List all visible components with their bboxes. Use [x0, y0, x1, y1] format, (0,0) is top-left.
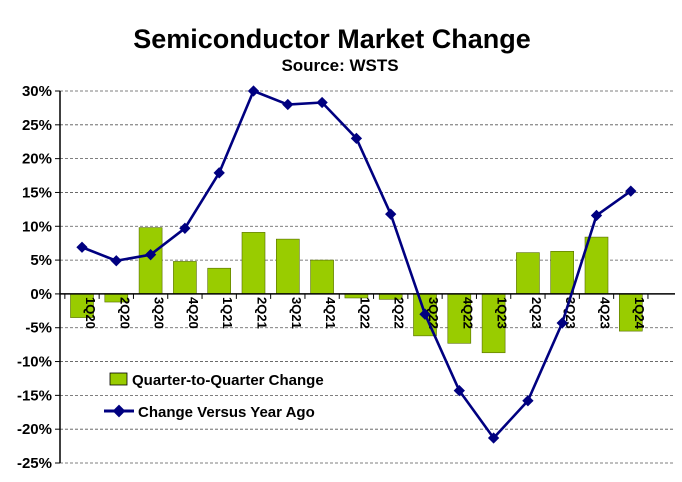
line-point: [282, 98, 294, 111]
gridlines: [55, 90, 675, 464]
legend-label-line: Change Versus Year Ago: [138, 404, 315, 421]
x-tick-label: 2Q21: [255, 297, 270, 329]
line-series: [76, 85, 637, 444]
y-tick-label: -25%: [17, 455, 52, 472]
x-tick-label: 4Q20: [186, 297, 201, 329]
x-tick-label: 1Q24: [632, 297, 647, 330]
legend: Quarter-to-Quarter Change Change Versus …: [104, 372, 324, 421]
y-tick-label: -20%: [17, 421, 52, 438]
x-tick-label: 4Q21: [323, 297, 338, 329]
y-tick-label: 15%: [22, 184, 52, 201]
bar: [207, 267, 231, 295]
bar: [138, 227, 163, 295]
x-tick-labels: 1Q20 2Q20 3Q20 4Q20 1Q21 2Q21 3Q21 4Q21 1Q22 2Q22…: [83, 297, 647, 330]
line-point: [625, 185, 637, 197]
line-point: [144, 249, 157, 261]
legend-label-bar: Quarter-to-Quarter Change: [132, 372, 324, 389]
y-tick-label: -5%: [25, 320, 52, 337]
y-tick-label: -15%: [17, 387, 52, 404]
bar: [516, 252, 540, 295]
bar-series: [70, 227, 643, 354]
line-point: [487, 432, 500, 444]
bar: [584, 236, 609, 295]
x-tick-label: 2Q20: [117, 297, 132, 329]
y-tick-label: 30%: [22, 83, 52, 100]
legend-swatch-bar: [109, 372, 128, 386]
line-point: [385, 208, 397, 220]
x-tick-label: 1Q22: [357, 297, 372, 329]
y-tick-label: 10%: [22, 218, 52, 235]
x-tick-label: 1Q23: [495, 297, 510, 329]
bar: [241, 232, 266, 295]
x-tick-label: 1Q21: [220, 297, 235, 329]
line-point: [110, 255, 122, 267]
chart-title: Semiconductor Market Change: [133, 24, 531, 54]
x-tick-label: 3Q21: [289, 297, 304, 329]
x-tick-label: 3Q22: [426, 297, 441, 329]
y-tick-labels: 30% 25% 20% 15% 10% 5% 0% -5% -10% -15% -20% -25%: [17, 83, 52, 472]
line-point: [179, 222, 191, 234]
line-point: [76, 241, 88, 253]
line-point: [213, 167, 225, 179]
line-point: [247, 85, 260, 97]
x-tick-label: 4Q23: [598, 297, 613, 329]
x-tick-label: 1Q20: [83, 297, 98, 329]
line-point: [556, 317, 568, 329]
line-point: [590, 209, 603, 222]
x-tick-label: 2Q22: [392, 297, 407, 329]
bar: [310, 259, 334, 295]
legend-swatch-marker: [112, 404, 126, 418]
line-point: [350, 132, 363, 145]
bar: [275, 238, 300, 295]
y-tick-label: 25%: [22, 117, 52, 134]
x-tick-label: 3Q20: [152, 297, 167, 329]
y-tick-label: 0%: [30, 286, 52, 303]
y-tick-label: 5%: [30, 252, 52, 269]
bar: [550, 250, 575, 295]
x-tick-label: 2Q23: [529, 297, 544, 329]
y-tick-label: -10%: [17, 354, 52, 371]
line-point: [522, 395, 534, 407]
x-tick-label: 4Q22: [460, 297, 475, 329]
line-point: [453, 384, 465, 397]
bar: [173, 261, 197, 295]
chart-subtitle: Source: WSTS: [281, 56, 398, 75]
line-point: [419, 308, 431, 320]
y-tick-label: 20%: [22, 151, 52, 168]
